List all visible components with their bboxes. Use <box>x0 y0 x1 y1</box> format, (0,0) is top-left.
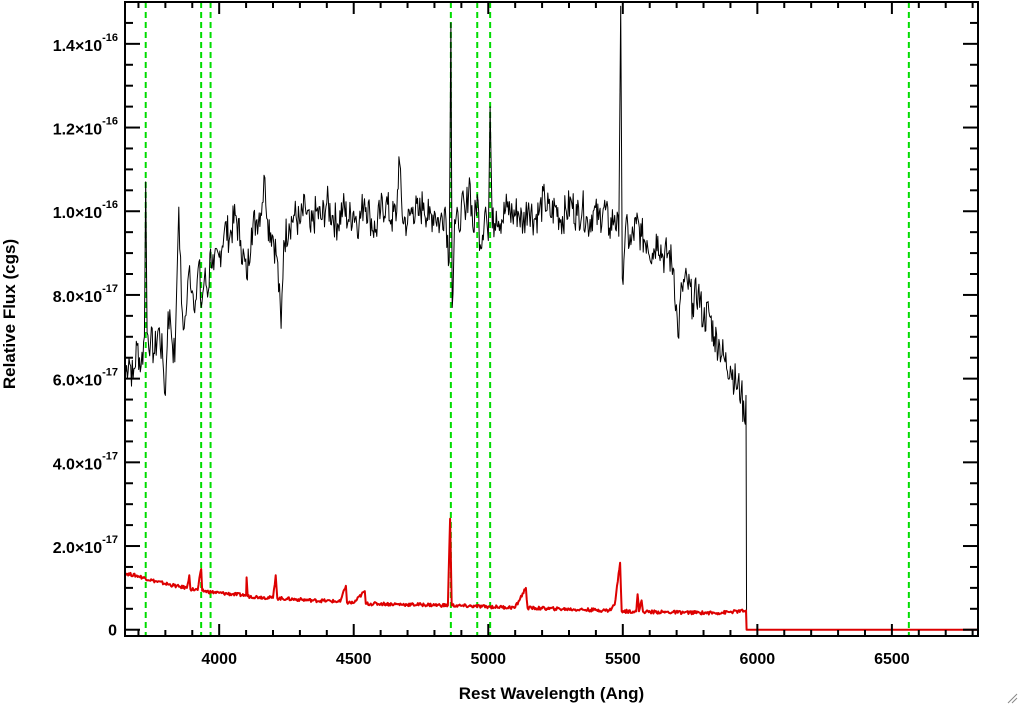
x-tick-label: 5000 <box>470 651 506 668</box>
x-tick-label: 6500 <box>874 651 910 668</box>
y-tick-label: 1.4×10-16 <box>53 32 118 55</box>
x-tick-labels: 4000 4500 5000 5500 6000 6500 <box>201 651 909 668</box>
y-axis-title: Relative Flux (cgs) <box>0 239 19 389</box>
y-tick-label: 1.0×10-16 <box>53 199 118 222</box>
y-tick-label: 4.0×10-17 <box>53 450 118 473</box>
x-tick-label: 5500 <box>605 651 641 668</box>
y-tick-label: 1.2×10-16 <box>53 116 118 139</box>
spectrum-line <box>124 5 748 630</box>
y-tick-label: 0 <box>108 623 117 640</box>
resize-grip-icon[interactable] <box>1006 692 1018 704</box>
series-layer <box>124 5 978 631</box>
x-tick-label: 4000 <box>201 651 237 668</box>
y-tick-label: 6.0×10-17 <box>53 367 118 390</box>
y-tick-labels: 0 2.0×10-17 4.0×10-17 6.0×10-17 8.0×10-17 1.0… <box>53 32 118 640</box>
plot-frame <box>124 1 979 637</box>
model-line <box>124 517 978 631</box>
x-tick-label: 6000 <box>740 651 776 668</box>
y-tick-label: 8.0×10-17 <box>53 283 118 306</box>
x-tick-label: 4500 <box>336 651 372 668</box>
x-axis-title: Rest Wavelength (Ang) <box>459 684 644 703</box>
y-tick-label: 2.0×10-17 <box>53 534 118 557</box>
